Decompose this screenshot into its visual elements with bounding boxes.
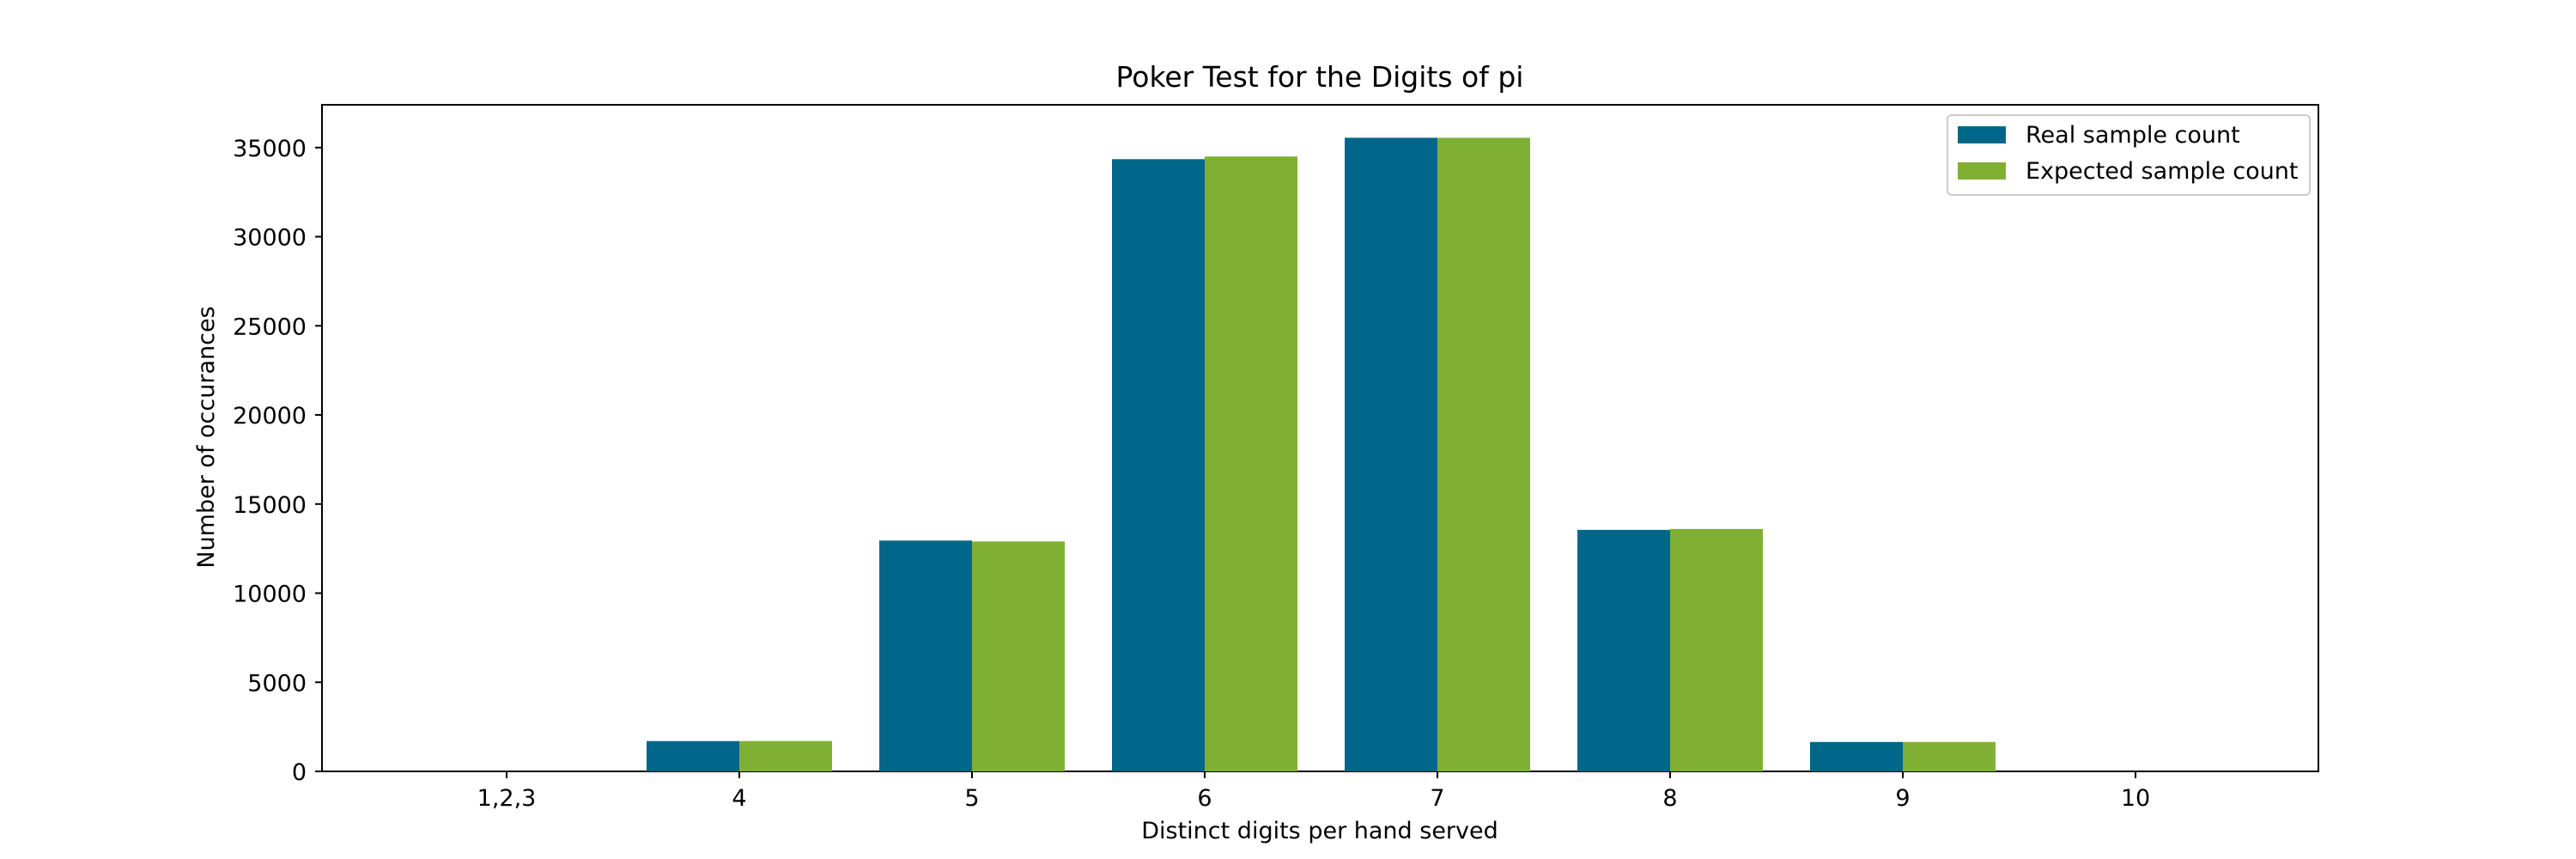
- y-tick-label: 25000: [233, 314, 307, 340]
- bar-expected-6: [1205, 156, 1297, 771]
- x-tick-label: 6: [1197, 785, 1212, 812]
- bar-real-8: [1577, 529, 1670, 771]
- legend-box: [1947, 114, 2311, 196]
- bar-group: [647, 137, 1996, 772]
- legend-label-expected: Expected sample count: [2026, 158, 2298, 185]
- y-tick-label: 5000: [247, 670, 307, 697]
- bar-expected-5: [972, 541, 1065, 771]
- bar-expected-8: [1670, 528, 1763, 771]
- bar-real-9: [1810, 741, 1903, 771]
- x-tick-label: 5: [964, 785, 979, 812]
- x-tick-label: 4: [732, 785, 746, 812]
- legend-label-real: Real sample count: [2026, 122, 2240, 149]
- legend-swatch-expected: [1958, 162, 2006, 180]
- x-tick-label: 10: [2121, 785, 2150, 812]
- bar-real-4: [647, 740, 739, 771]
- chart-title: Poker Test for the Digits of pi: [1116, 60, 1524, 94]
- y-tick-label: 0: [292, 759, 307, 786]
- x-tick-label: 9: [1895, 785, 1910, 812]
- y-tick-label: 15000: [233, 492, 307, 519]
- x-axis-label: Distinct digits per hand served: [1141, 818, 1498, 844]
- x-tick-label: 1,2,3: [477, 785, 537, 812]
- y-tick-label: 10000: [233, 582, 307, 608]
- y-axis-ticks: 0 5000 10000 15000 20000 25000 30000 35000: [233, 136, 322, 786]
- x-axis-ticks: 1,2,3 4 5 6 7 8 9 10: [477, 771, 2150, 812]
- x-tick-label: 8: [1662, 785, 1677, 812]
- bar-real-5: [879, 540, 972, 771]
- bar-real-7: [1345, 137, 1437, 772]
- y-tick-label: 30000: [233, 225, 307, 252]
- y-axis-label: Number of occurances: [193, 306, 220, 568]
- legend: Real sample count Expected sample count: [1947, 114, 2311, 196]
- y-tick-label: 35000: [233, 136, 307, 162]
- bar-expected-7: [1437, 137, 1530, 772]
- bar-expected-4: [739, 740, 832, 771]
- bar-real-6: [1112, 159, 1205, 771]
- legend-swatch-real: [1958, 126, 2006, 143]
- plot-area: [321, 104, 2319, 772]
- x-tick-label: 7: [1430, 785, 1444, 812]
- bar-expected-9: [1903, 741, 1996, 771]
- y-tick-label: 20000: [233, 403, 307, 430]
